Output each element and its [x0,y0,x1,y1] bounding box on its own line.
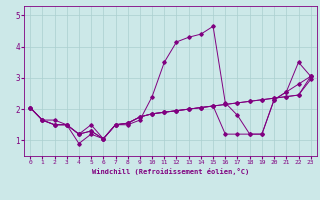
X-axis label: Windchill (Refroidissement éolien,°C): Windchill (Refroidissement éolien,°C) [92,168,249,175]
